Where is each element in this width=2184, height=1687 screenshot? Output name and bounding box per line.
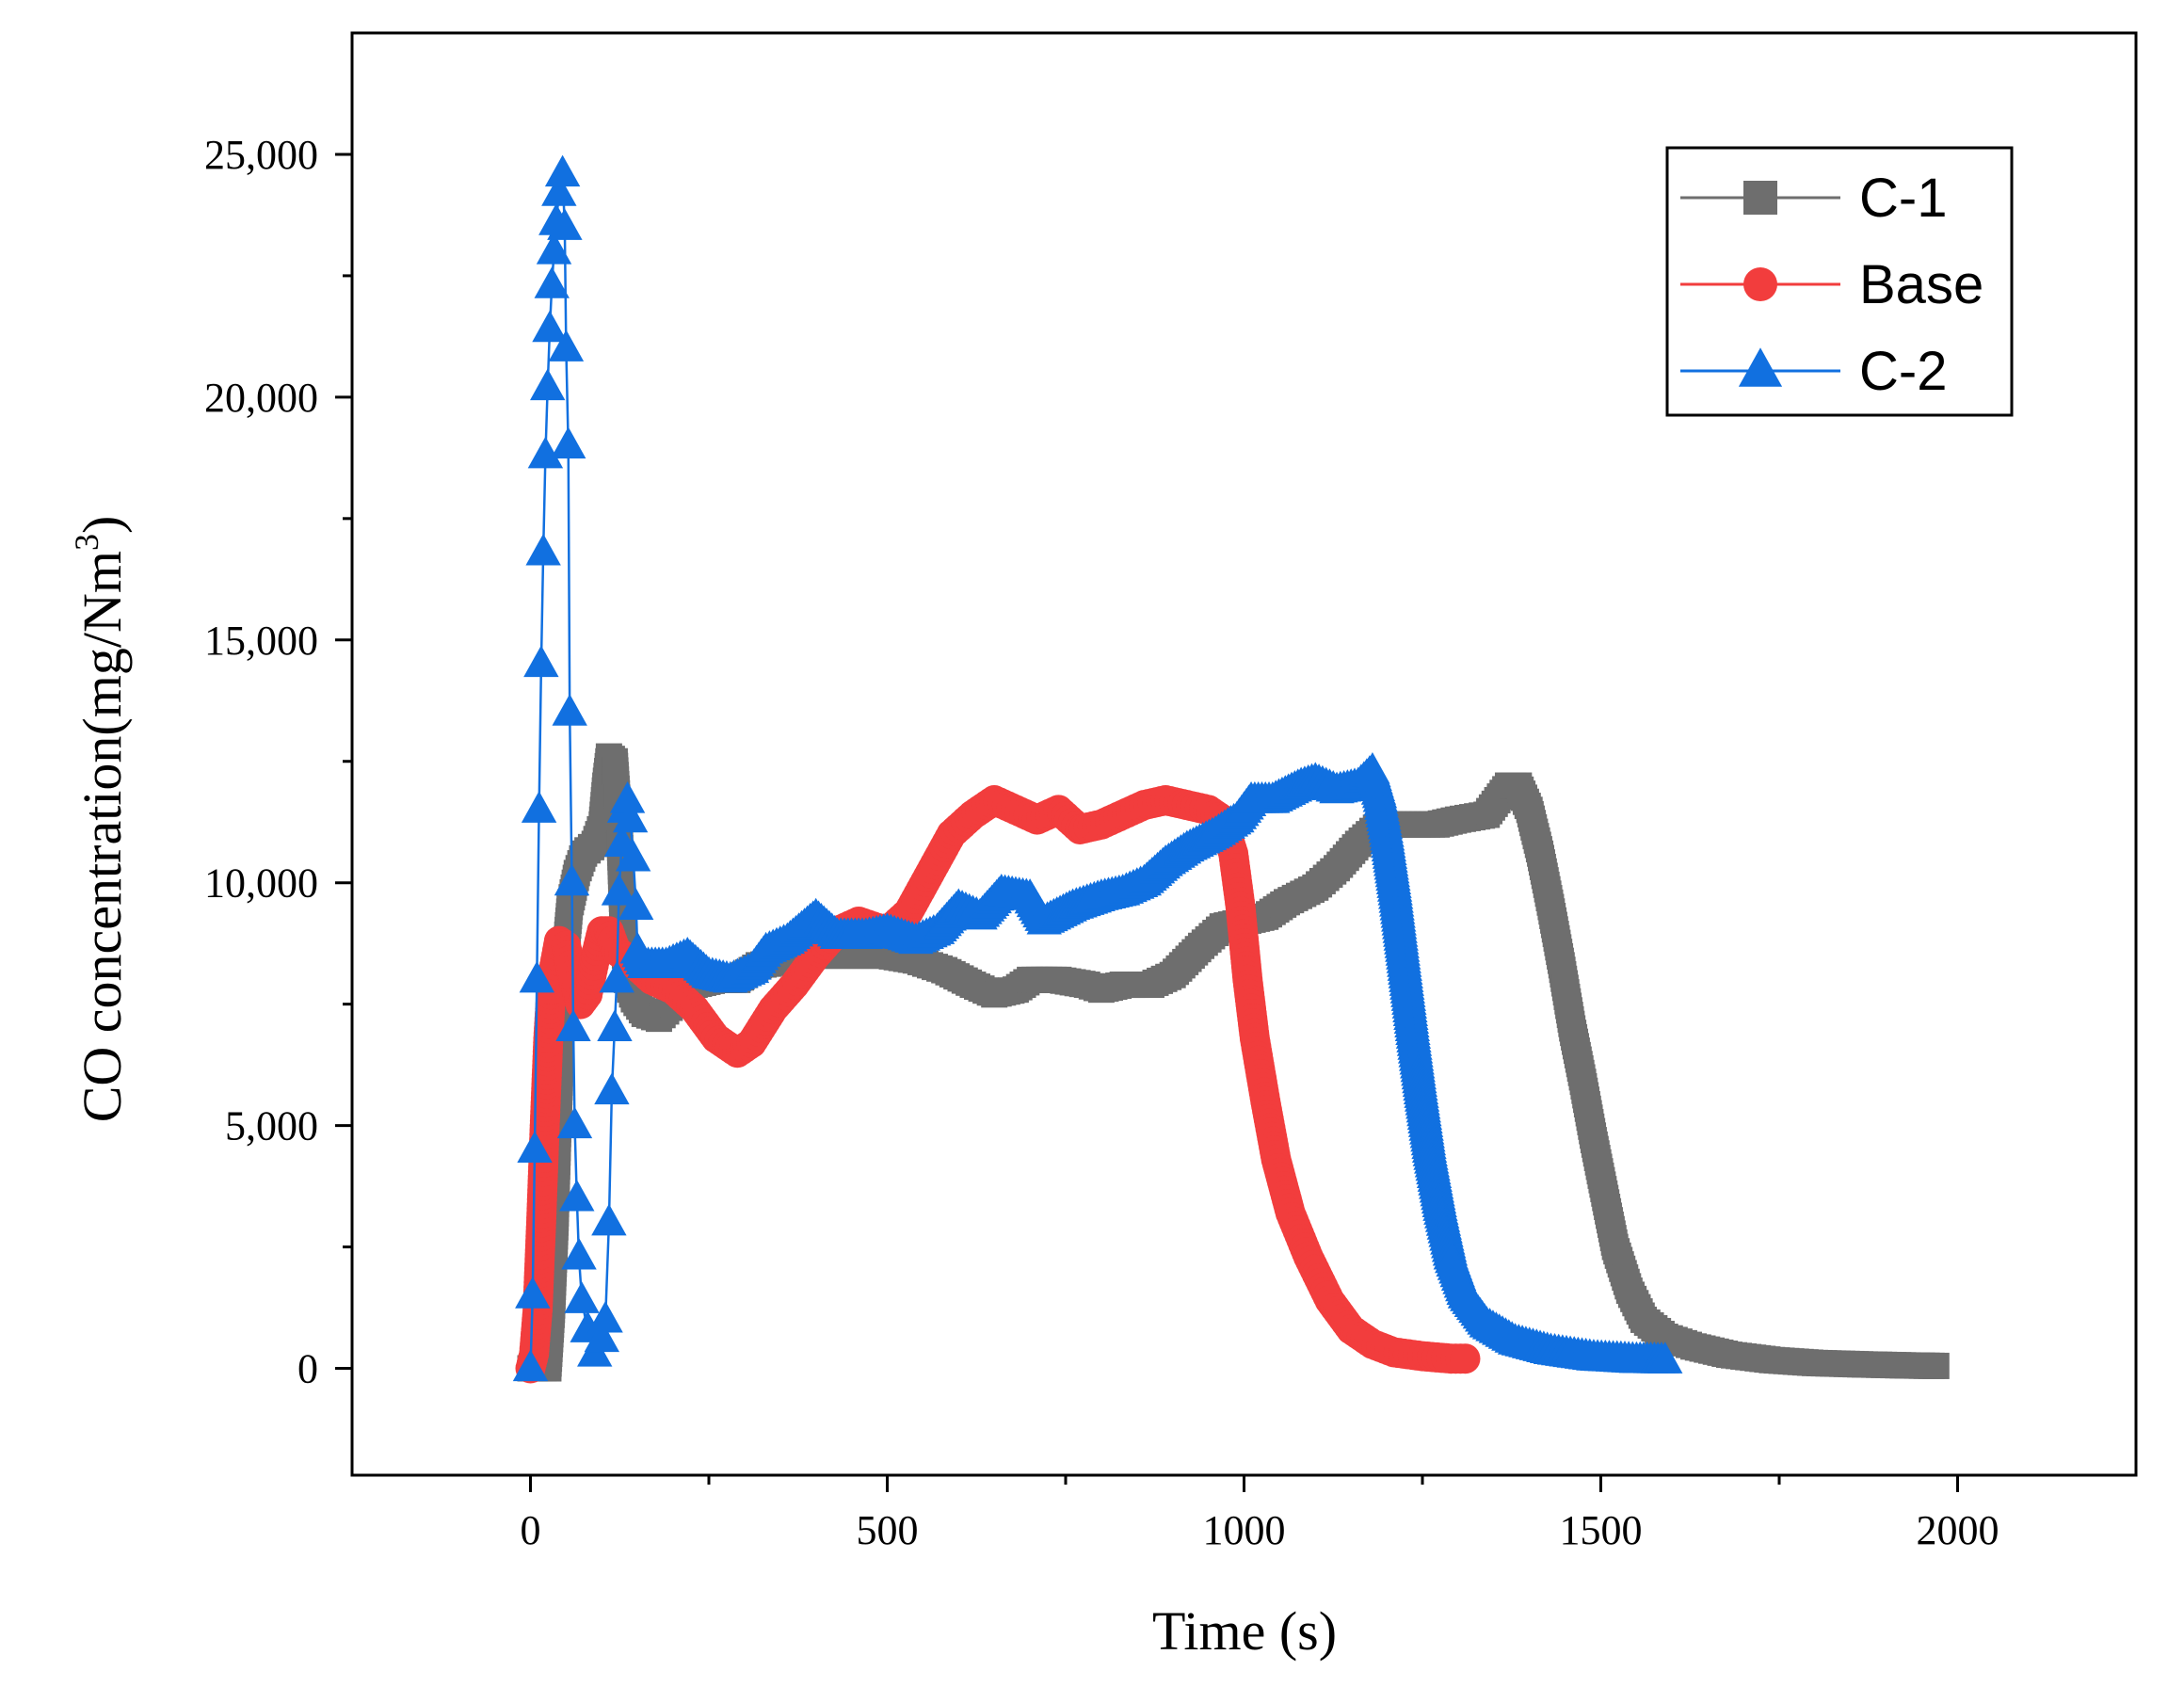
data-point [552,694,587,726]
x-axis-title: Time (s) [1152,1600,1337,1662]
data-point [525,533,561,566]
data-point [534,266,570,298]
data-point [554,863,590,896]
y-axis-title-superscript: 3 [68,534,105,551]
y-tick-label: 5,000 [225,1103,318,1149]
data-point [519,960,555,993]
y-axis-title: CO concentration(mg/Nm3) [68,516,133,1123]
x-tick-label: 2000 [1917,1507,1999,1553]
series-c-2 [512,154,1683,1382]
x-tick-label: 1500 [1560,1507,1643,1553]
legend-item-base: Base [1680,254,1983,315]
data-point [555,1009,591,1042]
data-point [584,1320,619,1353]
data-point [550,426,586,459]
plot-frame [350,31,2138,1477]
data-point [609,780,646,813]
y-axis-title-close: ) [72,516,133,534]
data-point [548,329,585,362]
data-point [615,839,651,872]
x-tick-label: 1000 [1203,1507,1286,1553]
data-point [587,1300,623,1333]
data-point [591,1203,627,1236]
legend-label: C-2 [1859,341,1947,402]
data-point [1922,1352,1950,1379]
data-point [544,154,581,187]
data-point [612,800,649,833]
major-ticks [335,153,1959,1492]
y-tick-label: 15,000 [204,618,318,664]
data-point [618,888,654,921]
data-point [1450,1343,1481,1374]
data-point [547,208,583,240]
data-point [556,1106,593,1139]
data-point [541,174,577,206]
data-point [561,1237,597,1270]
data-point [601,873,637,906]
data-point [521,791,557,823]
data-point [536,233,572,265]
data-point [559,1179,595,1212]
data-point [1647,1342,1683,1374]
x-tick-label: 500 [857,1507,919,1553]
legend-marker [1743,267,1777,301]
y-tick-label: 0 [297,1346,318,1392]
data-point [599,960,634,993]
legend-label: C-1 [1859,168,1947,229]
data-point [564,1281,600,1313]
series-layer [512,154,1950,1384]
data-point [512,1349,549,1382]
data-point [597,1009,633,1042]
x-tick-labels: 0 500 1000 1500 2000 [521,1507,1999,1553]
legend-marker [1743,181,1777,215]
data-point [523,645,559,678]
legend-label: Base [1859,254,1983,315]
data-point [594,1072,630,1105]
data-point [529,368,566,401]
data-point [527,436,564,469]
y-tick-label: 10,000 [204,860,318,907]
y-tick-labels: 0 5,000 10,000 15,000 20,000 25,000 [204,132,318,1392]
y-axis-title-main: CO concentration(mg/Nm [72,551,133,1122]
legend-item-c-1: C-1 [1680,168,1947,229]
series-line [529,173,1665,1369]
minor-ticks [343,274,1781,1485]
y-tick-label: 20,000 [204,375,318,421]
x-tick-label: 0 [521,1507,541,1553]
data-point [517,1131,553,1163]
data-point [532,310,568,343]
legend: C-1 Base C-2 [1665,146,2014,417]
legend-item-c-2: C-2 [1680,341,1947,402]
data-point [515,1277,551,1309]
y-tick-label: 25,000 [204,132,318,178]
legend-marker [1738,347,1783,387]
